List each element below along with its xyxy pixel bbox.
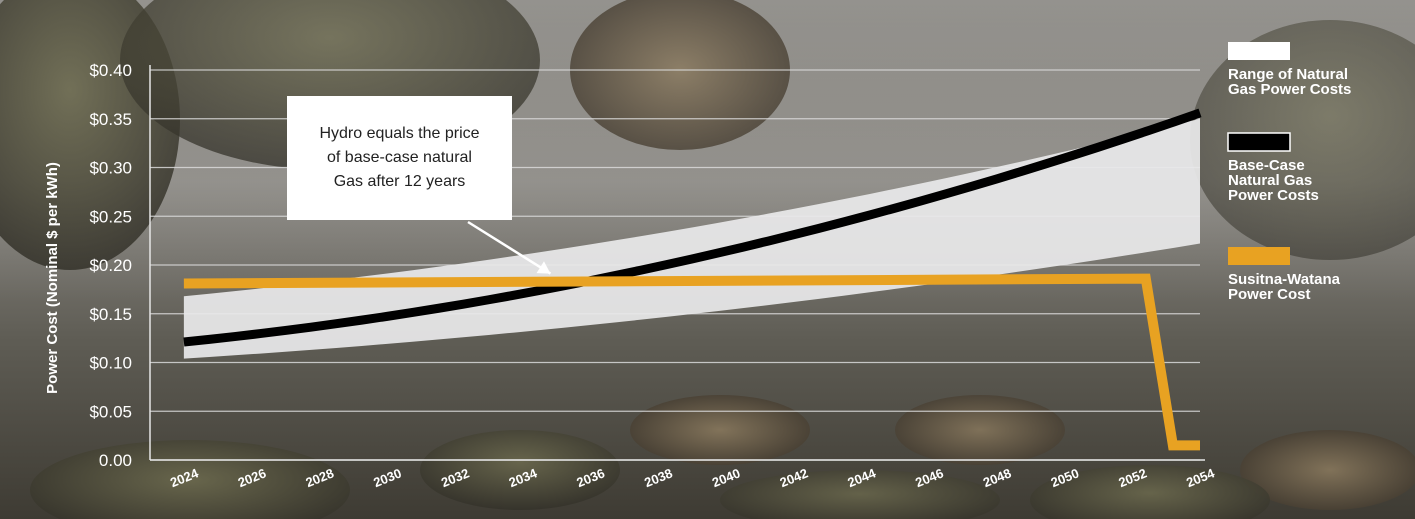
y-tick-label: $0.35 bbox=[89, 110, 132, 129]
callout-text-line: of base-case natural bbox=[327, 149, 472, 166]
legend-swatch bbox=[1228, 247, 1290, 265]
series-line-susitna-watana bbox=[183, 273, 1200, 451]
legend-label-line: Power Cost bbox=[1228, 286, 1311, 303]
legend-swatch bbox=[1228, 42, 1290, 60]
y-tick-label: $0.15 bbox=[89, 305, 132, 324]
legend-label-line: Range of Natural bbox=[1228, 66, 1348, 83]
y-axis: 0.00 $0.05 $0.10 $0.15 $0.20 $0.25 $0.30 $0.35 $… bbox=[89, 61, 151, 470]
range-band-natural-gas bbox=[183, 118, 1200, 359]
callout-arrow-line bbox=[467, 220, 552, 275]
y-axis-label: Power Cost (Nominal $ per kWh) bbox=[44, 162, 61, 394]
y-tick-label: 0.00 bbox=[99, 451, 132, 470]
legend-label-line: Susitna-Watana bbox=[1228, 271, 1341, 288]
callout-arrow-head bbox=[536, 261, 551, 274]
y-tick-label: $0.30 bbox=[89, 159, 132, 178]
legend-label-line: Power Costs bbox=[1228, 187, 1319, 204]
legend-label-line: Base-Case bbox=[1228, 157, 1305, 174]
callout-text-line: Gas after 12 years bbox=[334, 173, 466, 190]
chart-marks bbox=[183, 108, 1202, 451]
callout-text-line: Hydro equals the price bbox=[319, 125, 479, 142]
chart-annotation: Hydro equals the price of base-case natur… bbox=[287, 96, 552, 275]
y-tick-label: $0.40 bbox=[89, 61, 132, 80]
y-tick-label: $0.20 bbox=[89, 256, 132, 275]
y-tick-label: $0.10 bbox=[89, 354, 132, 373]
legend-label-line: Gas Power Costs bbox=[1228, 81, 1351, 98]
callout-box bbox=[287, 96, 512, 220]
y-tick-label: $0.25 bbox=[89, 207, 132, 226]
legend-label-line: Natural Gas bbox=[1228, 172, 1312, 189]
y-tick-label: $0.05 bbox=[89, 402, 132, 421]
legend-swatch bbox=[1227, 132, 1291, 152]
series-line-base-case-gas bbox=[183, 108, 1202, 347]
